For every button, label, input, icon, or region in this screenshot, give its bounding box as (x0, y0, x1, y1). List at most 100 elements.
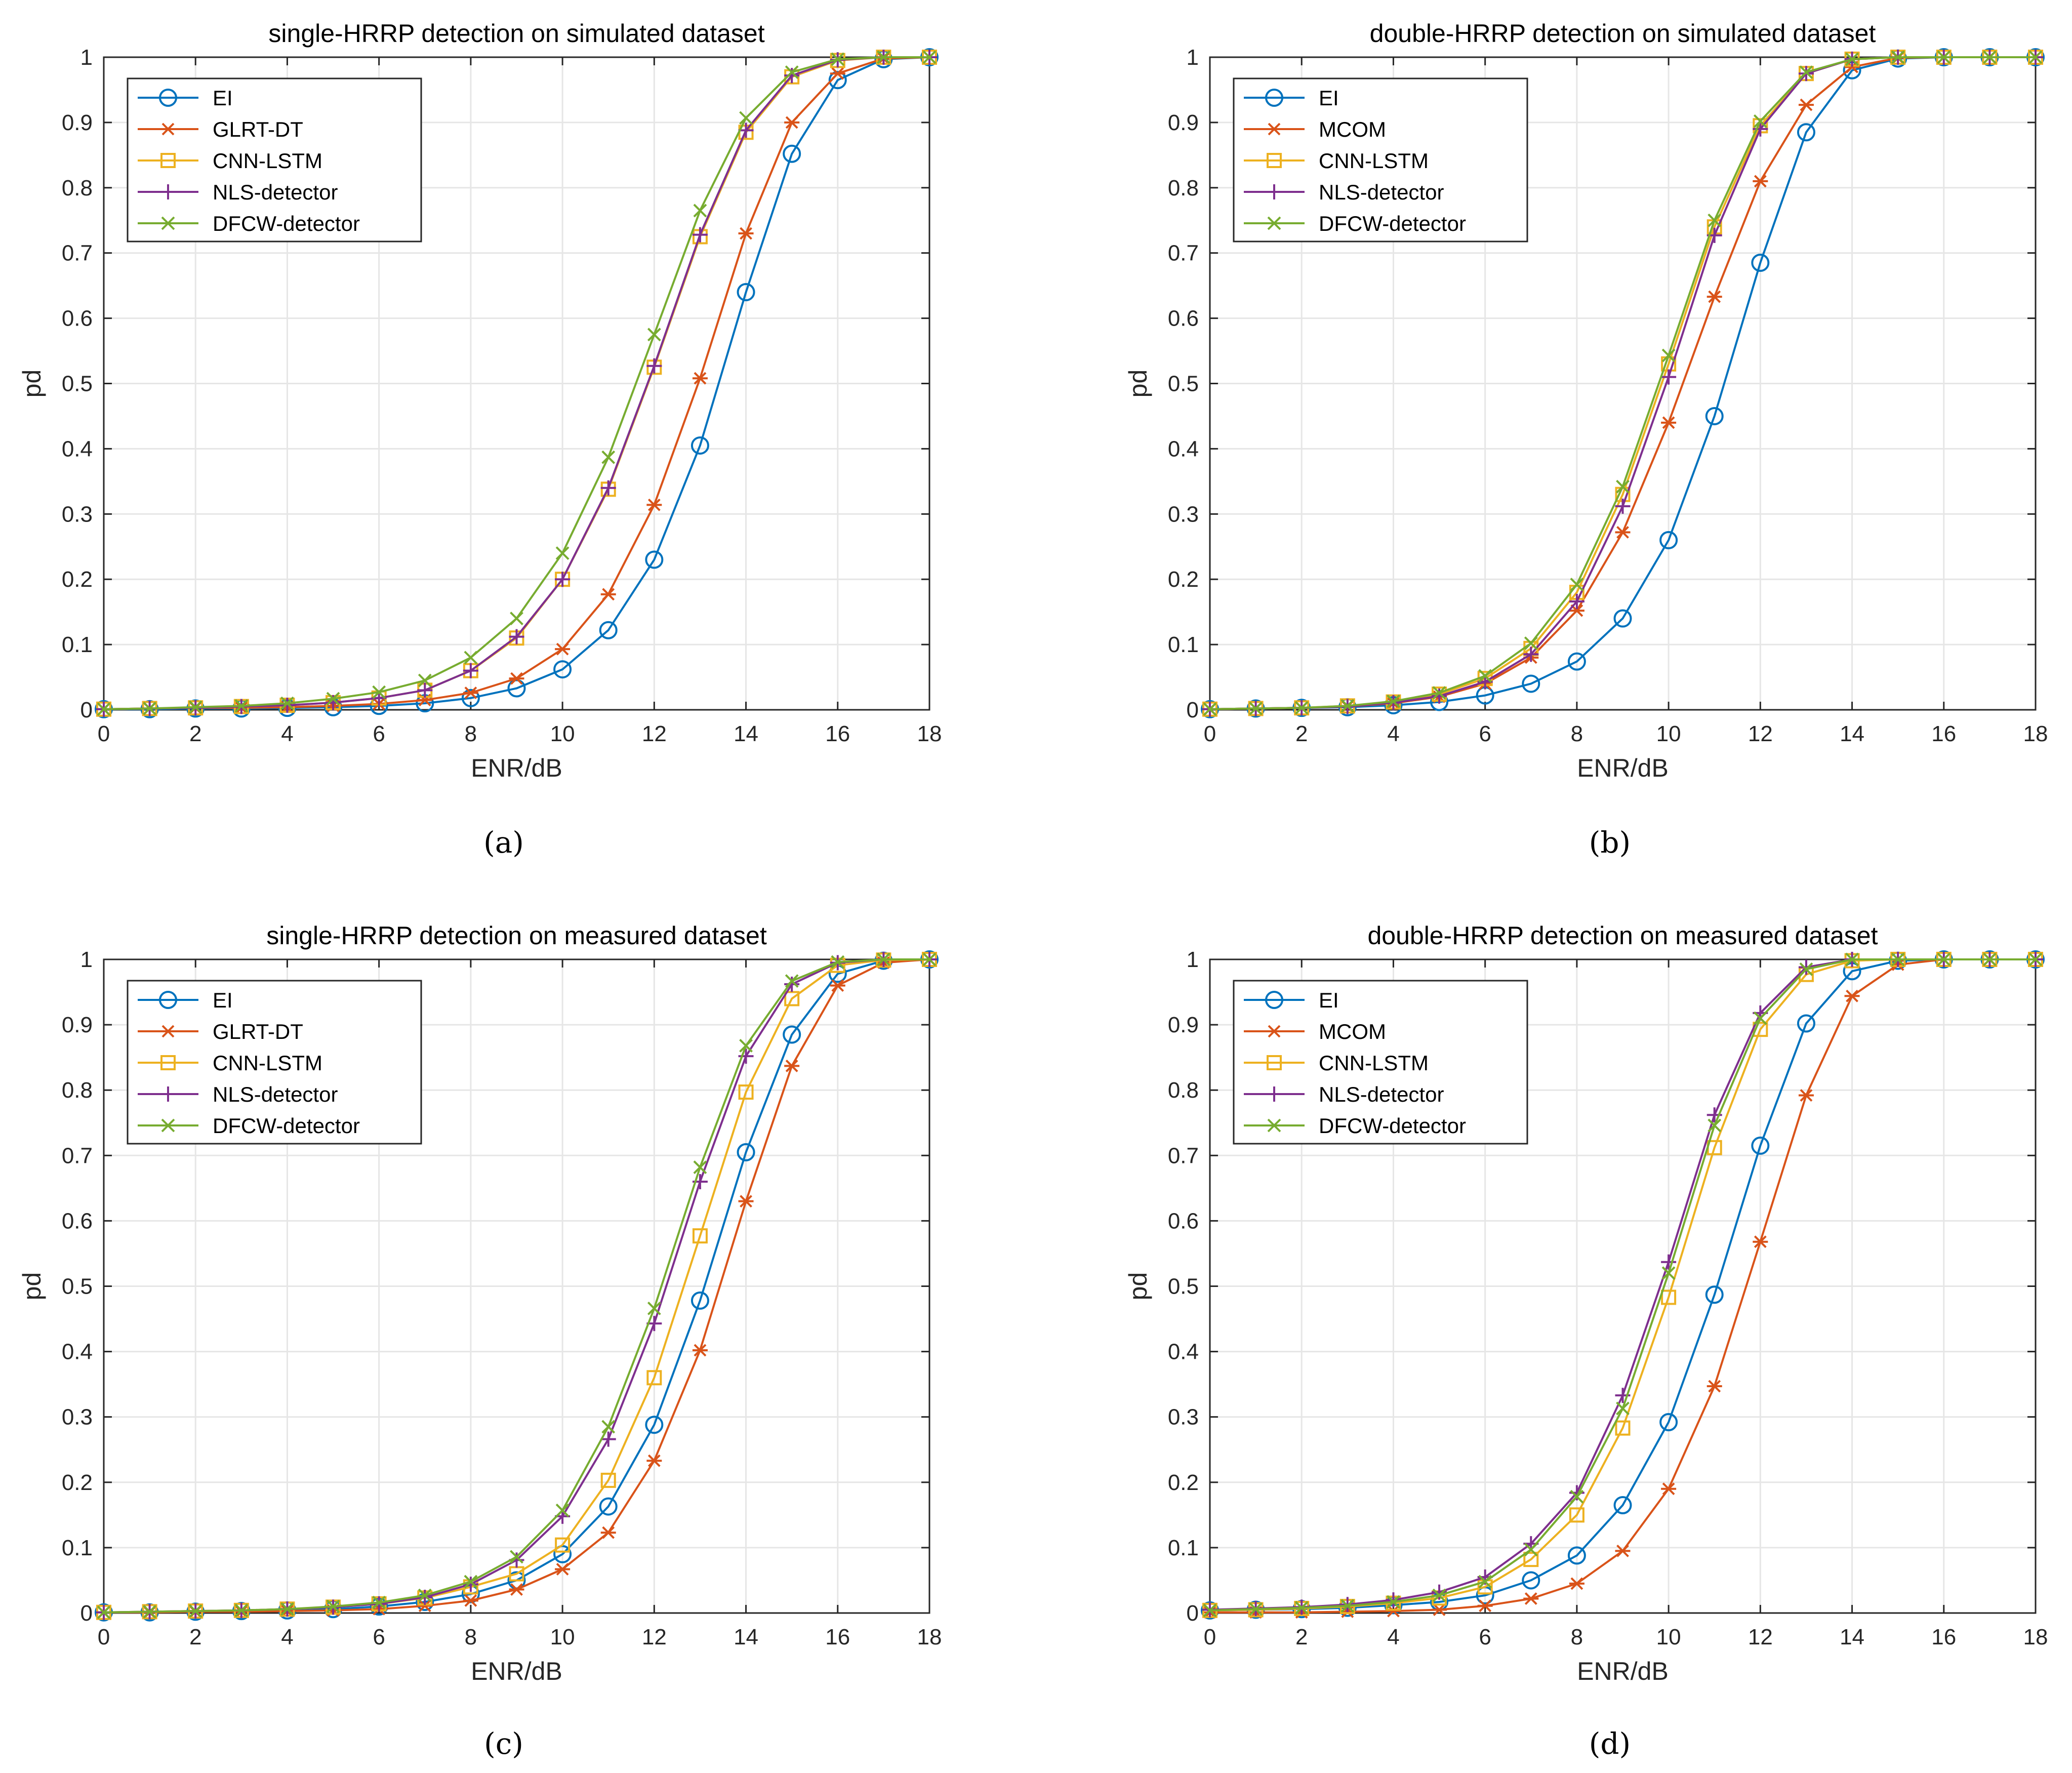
legend-label-cnn-lstm: CNN-LSTM (213, 1051, 322, 1075)
data-point-mcom (1432, 1603, 1447, 1616)
x-tick-label: 4 (281, 721, 293, 746)
data-point-dfcw-detector (1661, 348, 1676, 362)
y-tick-label: 0.8 (1168, 1078, 1199, 1103)
data-point-cnn-lstm (1569, 1507, 1585, 1523)
legend-marker-ei (159, 89, 177, 107)
y-tick-label: 0.5 (1168, 372, 1199, 396)
y-tick-label: 0.4 (1168, 436, 1199, 461)
data-point-glrt-dt (600, 588, 616, 601)
data-point-ei (599, 621, 618, 639)
data-point-glrt-dt (738, 1195, 754, 1208)
data-point-dfcw-detector (464, 651, 478, 665)
x-tick-label: 0 (1204, 721, 1216, 746)
legend-label-dfcw-detector: DFCW-detector (213, 212, 360, 235)
x-tick-label: 6 (1479, 1625, 1491, 1649)
data-point-dfcw-detector (647, 328, 661, 342)
y-tick-label: 0 (80, 698, 93, 722)
legend-a: EI GLRT-DT CNN-LSTM NLS-detector DFCW-detect… (127, 77, 422, 243)
y-tick-label: 1 (80, 947, 93, 972)
data-point-dfcw-detector (1570, 578, 1584, 591)
legend-label-ei: EI (1319, 988, 1339, 1012)
data-point-dfcw-detector (831, 52, 845, 66)
data-point-nls-detector (1523, 647, 1539, 662)
legend-label-glrt-dt: GLRT-DT (213, 1020, 303, 1043)
legend-marker-mcom (1267, 123, 1282, 136)
data-point-glrt-dt (830, 979, 845, 992)
data-point-ei (1797, 123, 1815, 142)
legend-label-glrt-dt: GLRT-DT (213, 117, 303, 141)
data-point-dfcw-detector (97, 702, 111, 716)
data-point-nls-detector (692, 227, 708, 243)
data-point-dfcw-detector (418, 673, 432, 688)
x-tick-label: 2 (189, 1625, 201, 1649)
data-point-mcom (1707, 1380, 1722, 1393)
chart-title-c: single-HRRP detection on measured datase… (266, 921, 767, 950)
data-point-dfcw-detector (1891, 50, 1905, 64)
caption-d: (d) (1589, 1726, 1631, 1761)
x-tick-label: 0 (98, 1625, 110, 1649)
data-point-nls-detector (1432, 688, 1447, 704)
chart-title-a: single-HRRP detection on simulated datas… (268, 19, 764, 48)
data-point-nls-detector (1661, 369, 1677, 385)
data-point-dfcw-detector (693, 1160, 707, 1174)
data-point-nls-detector (1753, 121, 1768, 137)
y-tick-label: 0.2 (1168, 567, 1199, 592)
data-point-ei (1705, 407, 1724, 425)
data-point-mcom (1844, 989, 1860, 1002)
chart-a: 0 2 4 6 8 10 12 14 16 18 0 0.1 0.2 0.3 0.4 0.5 0.6 0.7 0.8… (18, 19, 942, 782)
data-point-ei (828, 71, 847, 90)
data-point-dfcw-detector (1845, 52, 1859, 66)
y-tick-label: 0.5 (62, 1274, 93, 1299)
data-point-mcom (1707, 290, 1722, 303)
data-point-ei (1567, 652, 1586, 671)
data-point-dfcw-detector (188, 700, 202, 714)
data-point-dfcw-detector (1570, 1489, 1584, 1504)
y-tick-label: 0.3 (62, 1405, 93, 1430)
data-point-dfcw-detector (876, 50, 890, 64)
data-point-glrt-dt (692, 372, 708, 385)
data-point-nls-detector (1569, 594, 1585, 610)
data-point-ei (599, 1497, 618, 1516)
data-point-nls-detector (463, 1577, 478, 1592)
y-tick-label: 0.3 (1168, 502, 1199, 527)
data-point-dfcw-detector (1387, 694, 1400, 708)
data-point-glrt-dt (600, 1526, 616, 1539)
x-tick-label: 16 (825, 721, 850, 746)
data-point-nls-detector (1432, 1584, 1447, 1600)
x-tick-label: 0 (98, 721, 110, 746)
data-point-ei (1613, 609, 1632, 628)
data-point-glrt-dt (784, 1060, 800, 1072)
data-point-nls-detector (1661, 1254, 1677, 1270)
data-point-ei (645, 550, 664, 569)
data-point-nls-detector (646, 358, 662, 374)
data-point-dfcw-detector (1799, 962, 1813, 976)
x-tick-label: 12 (1748, 1625, 1773, 1649)
data-point-dfcw-detector (280, 1602, 294, 1616)
y-tick-label: 0.2 (1168, 1470, 1199, 1495)
data-point-mcom (1477, 1599, 1493, 1613)
data-point-ei (1705, 1285, 1724, 1304)
data-point-dfcw-detector (831, 955, 845, 969)
x-tick-label: 4 (1387, 1625, 1399, 1649)
data-point-glrt-dt (784, 116, 800, 129)
y-tick-label: 1 (80, 45, 93, 70)
legend-marker-ei (1265, 991, 1283, 1009)
data-point-ei (507, 679, 526, 698)
y-tick-label: 0.4 (62, 436, 93, 461)
legend-marker-ei (1265, 89, 1283, 107)
x-tick-label: 6 (373, 1625, 385, 1649)
legend-label-ei: EI (213, 988, 233, 1012)
x-tick-label: 14 (1840, 721, 1864, 746)
legend-label-nls-detector: NLS-detector (1319, 1082, 1444, 1106)
legend-label-nls-detector: NLS-detector (1319, 180, 1444, 204)
data-point-nls-detector (784, 68, 800, 84)
data-point-dfcw-detector (326, 692, 340, 706)
data-point-dfcw-detector (1340, 699, 1355, 713)
data-point-dfcw-detector (922, 50, 937, 64)
data-point-dfcw-detector (143, 702, 157, 715)
legend-label-cnn-lstm: CNN-LSTM (1319, 1051, 1429, 1075)
data-point-nls-detector (279, 697, 295, 713)
data-point-ei (553, 660, 572, 679)
data-point-dfcw-detector (876, 952, 890, 966)
